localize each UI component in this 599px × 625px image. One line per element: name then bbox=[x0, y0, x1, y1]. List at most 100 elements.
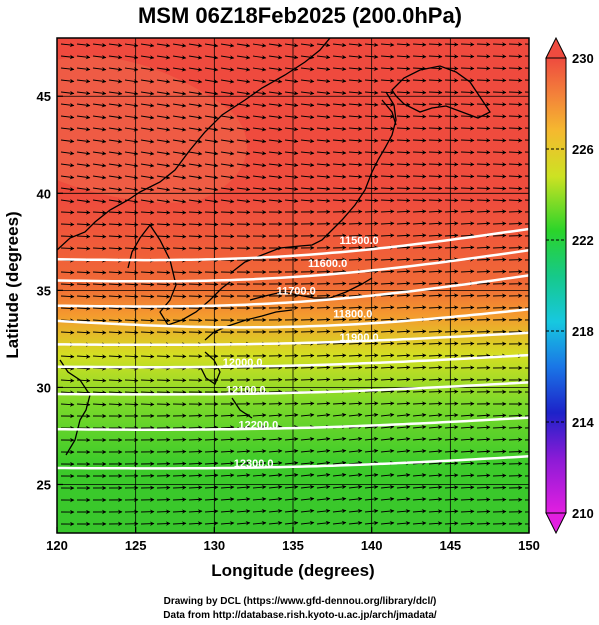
wind-arrow bbox=[476, 497, 491, 502]
wind-arrow bbox=[140, 330, 155, 335]
wind-arrow bbox=[156, 151, 171, 156]
wind-arrow bbox=[220, 461, 235, 466]
colorbar-tick-label: 222 bbox=[572, 233, 594, 248]
wind-arrow bbox=[332, 353, 347, 358]
wind-arrow bbox=[412, 66, 427, 71]
wind-arrow bbox=[124, 210, 139, 215]
wind-arrow bbox=[108, 151, 123, 156]
wind-arrow bbox=[412, 329, 427, 334]
wind-arrow bbox=[252, 520, 267, 526]
wind-arrow bbox=[364, 412, 379, 418]
wind-arrow bbox=[396, 138, 411, 143]
wind-arrow bbox=[348, 186, 363, 191]
wind-arrow bbox=[412, 138, 427, 143]
colorbar-gradient bbox=[545, 57, 567, 514]
wind-arrow bbox=[412, 401, 427, 406]
wind-arrow bbox=[60, 54, 75, 60]
wind-arrow bbox=[300, 412, 315, 418]
wind-arrow bbox=[444, 461, 459, 466]
x-tick-label: 150 bbox=[518, 538, 540, 553]
wind-arrow bbox=[348, 365, 363, 370]
wind-arrow bbox=[316, 365, 331, 370]
wind-arrow bbox=[444, 174, 459, 179]
wind-arrow bbox=[108, 378, 123, 383]
wind-arrow bbox=[460, 485, 475, 490]
wind-arrow bbox=[348, 401, 363, 406]
wind-arrow bbox=[204, 199, 219, 204]
wind-arrow bbox=[380, 496, 395, 502]
wind-arrow bbox=[316, 401, 331, 406]
wind-arrow bbox=[188, 67, 203, 72]
wind-arrow bbox=[60, 366, 75, 371]
wind-arrow bbox=[92, 390, 107, 395]
wind-arrow bbox=[268, 90, 283, 96]
wind-arrow bbox=[316, 150, 331, 156]
wind-arrow bbox=[76, 234, 91, 239]
wind-arrow bbox=[76, 354, 91, 359]
wind-arrow bbox=[236, 496, 251, 502]
wind-arrow bbox=[316, 460, 331, 466]
wind-arrow bbox=[444, 353, 459, 358]
wind-arrow bbox=[380, 78, 395, 83]
wind-arrow bbox=[428, 461, 443, 466]
wind-arrow bbox=[380, 341, 395, 346]
wind-arrow bbox=[460, 449, 475, 454]
wind-arrow bbox=[364, 102, 379, 107]
wind-arrow bbox=[236, 449, 251, 454]
wind-arrow bbox=[396, 389, 411, 394]
wind-arrow bbox=[172, 43, 187, 48]
wind-arrow bbox=[236, 520, 251, 526]
wind-arrow bbox=[268, 472, 283, 478]
wind-arrow bbox=[332, 293, 347, 298]
wind-arrow bbox=[364, 54, 379, 60]
wind-arrow bbox=[60, 78, 75, 84]
wind-arrow bbox=[284, 66, 299, 72]
wind-arrow bbox=[348, 78, 363, 84]
wind-arrow bbox=[476, 437, 491, 442]
wind-arrow bbox=[172, 222, 187, 227]
wind-arrow bbox=[348, 448, 363, 454]
wind-arrow bbox=[508, 174, 523, 179]
colorbar-bottom-triangle bbox=[545, 512, 567, 535]
wind-arrow bbox=[508, 78, 523, 83]
wind-arrow bbox=[460, 42, 475, 47]
wind-arrow bbox=[236, 485, 251, 490]
wind-arrow bbox=[236, 437, 251, 442]
wind-arrow bbox=[412, 162, 427, 167]
wind-arrow bbox=[524, 187, 529, 189]
wind-arrow bbox=[220, 115, 235, 120]
wind-arrow bbox=[428, 365, 443, 370]
wind-arrow bbox=[364, 365, 379, 370]
wind-arrow bbox=[380, 162, 395, 167]
wind-arrow bbox=[508, 198, 523, 203]
wind-arrow bbox=[188, 485, 203, 490]
wind-arrow bbox=[332, 401, 347, 406]
wind-arrow bbox=[140, 306, 155, 311]
wind-arrow bbox=[476, 221, 491, 226]
wind-arrow bbox=[508, 425, 523, 430]
wind-arrow bbox=[332, 90, 347, 96]
wind-arrow bbox=[172, 175, 187, 180]
wind-arrow bbox=[476, 174, 491, 179]
wind-arrow bbox=[396, 221, 411, 226]
x-tick-label: 140 bbox=[361, 538, 383, 553]
wind-arrow bbox=[396, 401, 411, 406]
wind-arrow bbox=[92, 306, 107, 311]
wind-arrow bbox=[300, 472, 315, 478]
wind-arrow bbox=[284, 198, 299, 204]
wind-arrow bbox=[348, 233, 363, 238]
wind-arrow bbox=[444, 365, 459, 370]
wind-arrow bbox=[252, 126, 267, 132]
wind-arrow bbox=[524, 67, 529, 69]
wind-arrow bbox=[412, 281, 427, 286]
wind-arrow bbox=[300, 102, 315, 108]
wind-arrow bbox=[204, 127, 219, 132]
wind-arrow bbox=[476, 66, 491, 71]
wind-arrow bbox=[412, 365, 427, 370]
wind-arrow bbox=[124, 402, 139, 407]
wind-arrow bbox=[60, 234, 75, 239]
wind-arrow bbox=[332, 472, 347, 478]
wind-arrow bbox=[348, 329, 363, 334]
wind-arrow bbox=[380, 269, 395, 274]
wind-arrow bbox=[332, 66, 347, 72]
